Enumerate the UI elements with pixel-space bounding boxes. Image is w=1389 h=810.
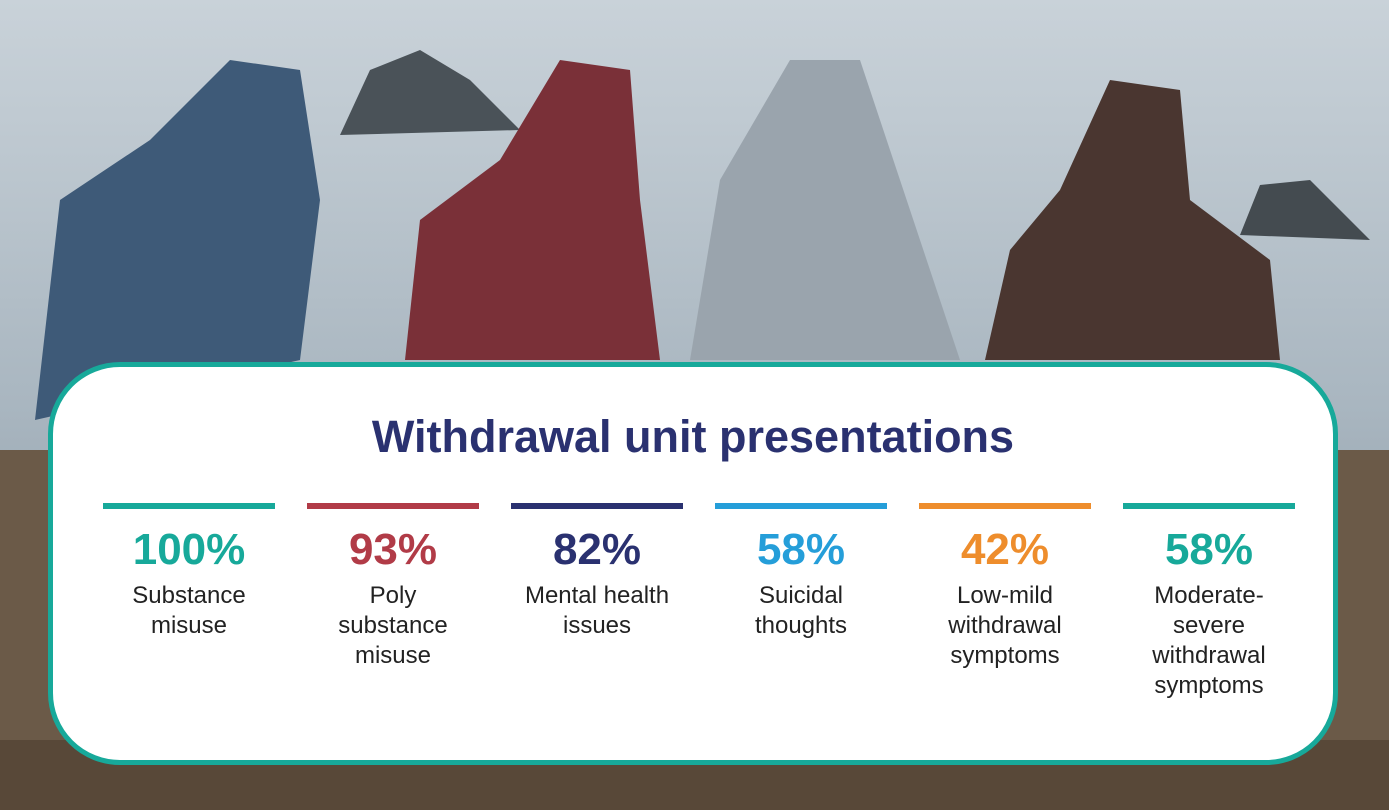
stat: 58% Suicidal thoughts <box>715 503 887 701</box>
stats-card: Withdrawal unit presentations 100% Substa… <box>48 362 1338 765</box>
stat-value: 42% <box>919 525 1091 575</box>
stat-bar <box>1123 503 1295 509</box>
stat-label: Suicidal thoughts <box>726 581 876 641</box>
stat-bar <box>307 503 479 509</box>
title: Withdrawal unit presentations <box>53 411 1333 463</box>
stat: 100% Substance misuse <box>103 503 275 701</box>
stat-columns: 100% Substance misuse 93% Poly substance mi… <box>103 503 1295 701</box>
stat-label: Poly substance misuse <box>318 581 468 671</box>
stat-value: 82% <box>511 525 683 575</box>
stat-label: Low-mild withdrawal symptoms <box>930 581 1080 671</box>
stat: 82% Mental health issues <box>511 503 683 701</box>
stat-label: Moderate-severe withdrawal symptoms <box>1134 581 1284 701</box>
stat-label: Mental health issues <box>522 581 672 641</box>
stat-bar <box>919 503 1091 509</box>
page: Withdrawal unit presentations 100% Substa… <box>0 0 1389 810</box>
stat: 58% Moderate-severe withdrawal symptoms <box>1123 503 1295 701</box>
stat: 42% Low-mild withdrawal symptoms <box>919 503 1091 701</box>
stat-value: 58% <box>715 525 887 575</box>
stat-bar <box>511 503 683 509</box>
stat-value: 100% <box>103 525 275 575</box>
stat-bar <box>103 503 275 509</box>
stat-value: 93% <box>307 525 479 575</box>
stat: 93% Poly substance misuse <box>307 503 479 701</box>
stat-label: Substance misuse <box>114 581 264 641</box>
stat-bar <box>715 503 887 509</box>
stat-value: 58% <box>1123 525 1295 575</box>
